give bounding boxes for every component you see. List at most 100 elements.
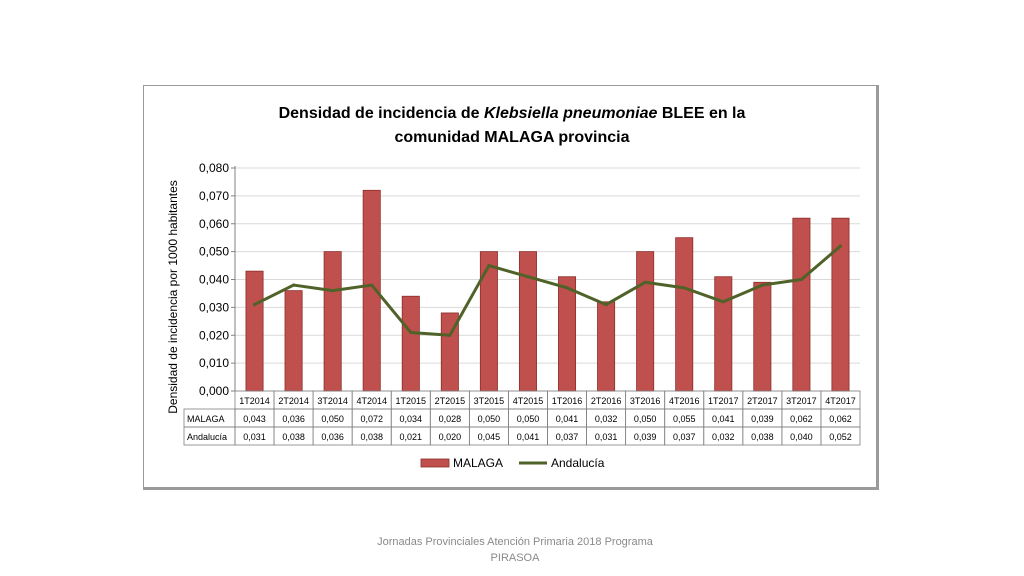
- x-tick-label: 3T2014: [317, 396, 348, 406]
- footer-line-2: PIRASOA: [490, 552, 540, 564]
- data-label-malaga: 0,039: [751, 414, 774, 424]
- data-label-malaga: 0,050: [634, 414, 657, 424]
- y-tick-label: 0,030: [199, 300, 229, 314]
- y-tick-label: 0,070: [199, 189, 229, 203]
- data-label-andalucia: 0,038: [360, 432, 383, 442]
- bar-malaga: [245, 270, 264, 392]
- y-tick-label: 0,060: [199, 217, 229, 231]
- y-tick-label: 0,000: [199, 384, 229, 398]
- y-tick-label: 0,020: [199, 328, 229, 342]
- data-label-malaga: 0,062: [829, 414, 852, 424]
- x-tick-label: 3T2017: [786, 396, 817, 406]
- x-tick-label: 3T2015: [474, 396, 505, 406]
- data-label-malaga: 0,034: [400, 414, 423, 424]
- data-label-andalucia: 0,037: [556, 432, 579, 442]
- line-point-andalucia: [838, 244, 843, 248]
- x-tick-label: 4T2014: [356, 396, 387, 406]
- data-label-malaga: 0,036: [282, 414, 305, 424]
- line-point-andalucia: [291, 283, 296, 287]
- x-tick-label: 1T2014: [239, 396, 270, 406]
- line-point-andalucia: [487, 263, 491, 268]
- bar-malaga: [636, 251, 655, 392]
- x-tick-label: 4T2015: [513, 396, 544, 406]
- x-tick-label: 2T2015: [435, 396, 466, 406]
- line-point-andalucia: [565, 286, 569, 290]
- data-label-malaga: 0,041: [712, 414, 735, 424]
- y-tick-label: 0,040: [199, 273, 229, 287]
- bar-malaga: [792, 217, 811, 392]
- x-tick-label: 2T2016: [591, 396, 622, 406]
- data-label-andalucia: 0,052: [829, 432, 852, 442]
- table-row-label-andalucia: Andalucía: [187, 432, 227, 442]
- data-label-malaga: 0,043: [243, 414, 266, 424]
- bar-malaga: [675, 237, 694, 392]
- chart-svg: Densidad de incidencia de Klebsiella pne…: [166, 105, 861, 470]
- line-point-andalucia: [409, 330, 413, 335]
- data-label-andalucia: 0,041: [517, 432, 540, 442]
- data-label-andalucia: 0,031: [595, 432, 618, 442]
- data-label-andalucia: 0,031: [243, 432, 266, 442]
- line-point-andalucia: [526, 275, 530, 279]
- x-tick-label: 3T2016: [630, 396, 661, 406]
- chart-title-line-1: Densidad de incidencia de Klebsiella pne…: [279, 105, 746, 122]
- y-axis-label: Densidad de incidencia por 1000 habitant…: [166, 180, 180, 414]
- x-tick-label: 2T2014: [278, 396, 309, 406]
- data-label-malaga: 0,032: [595, 414, 618, 424]
- line-point-andalucia: [252, 302, 257, 307]
- x-tick-label: 4T2017: [825, 396, 856, 406]
- legend-label-andalucia: Andalucía: [551, 456, 605, 470]
- line-point-andalucia: [760, 283, 764, 287]
- table-cell: [820, 426, 861, 446]
- data-label-andalucia: 0,037: [673, 432, 696, 442]
- legend-swatch-malaga: [420, 458, 450, 468]
- data-label-malaga: 0,028: [439, 414, 462, 424]
- data-label-andalucia: 0,038: [751, 432, 774, 442]
- bar-malaga: [518, 251, 537, 392]
- line-andalucia: [253, 244, 842, 337]
- line-point-andalucia: [604, 302, 608, 307]
- bar-malaga: [753, 281, 772, 392]
- chart-title-line-2: comunidad MALAGA provincia: [395, 129, 630, 146]
- line-point-andalucia: [448, 333, 452, 337]
- x-tick-label: 1T2017: [708, 396, 739, 406]
- data-label-malaga: 0,050: [517, 414, 540, 424]
- chart-frame: Densidad de incidencia de Klebsiella pne…: [143, 85, 879, 490]
- data-label-andalucia: 0,038: [282, 432, 305, 442]
- bar-malaga: [558, 276, 577, 392]
- line-point-andalucia: [370, 283, 374, 287]
- data-label-andalucia: 0,040: [790, 432, 813, 442]
- x-tick-label: 2T2017: [747, 396, 778, 406]
- bar-malaga: [831, 217, 850, 392]
- data-label-andalucia: 0,020: [439, 432, 462, 442]
- x-tick-label: 1T2015: [396, 396, 427, 406]
- bar-malaga: [714, 276, 733, 392]
- line-point-andalucia: [682, 286, 686, 290]
- bar-malaga: [284, 290, 303, 392]
- bar-malaga: [401, 295, 420, 392]
- line-point-andalucia: [643, 280, 647, 284]
- bar-malaga: [479, 251, 498, 392]
- legend-label-malaga: MALAGA: [453, 456, 503, 470]
- data-label-malaga: 0,050: [478, 414, 501, 424]
- data-label-malaga: 0,072: [360, 414, 383, 424]
- y-tick-label: 0,080: [199, 161, 229, 175]
- x-tick-label: 4T2016: [669, 396, 700, 406]
- footer-line-1: Jornadas Provinciales Atención Primaria …: [377, 536, 653, 548]
- data-label-andalucia: 0,039: [634, 432, 657, 442]
- data-label-andalucia: 0,036: [321, 432, 344, 442]
- data-label-malaga: 0,041: [556, 414, 579, 424]
- line-point-andalucia: [331, 289, 335, 293]
- data-label-andalucia: 0,032: [712, 432, 735, 442]
- line-point-andalucia: [721, 300, 725, 304]
- data-label-andalucia: 0,021: [400, 432, 423, 442]
- bar-malaga: [597, 301, 616, 392]
- y-tick-label: 0,010: [199, 356, 229, 370]
- data-label-andalucia: 0,045: [478, 432, 501, 442]
- x-tick-label: 1T2016: [552, 396, 583, 406]
- bar-malaga: [323, 251, 342, 392]
- y-tick-label: 0,050: [199, 245, 229, 259]
- data-label-malaga: 0,050: [321, 414, 344, 424]
- footer: Jornadas Provinciales Atención Primaria …: [360, 534, 670, 566]
- table-row-label-malaga: MALAGA: [187, 414, 225, 424]
- data-label-malaga: 0,062: [790, 414, 813, 424]
